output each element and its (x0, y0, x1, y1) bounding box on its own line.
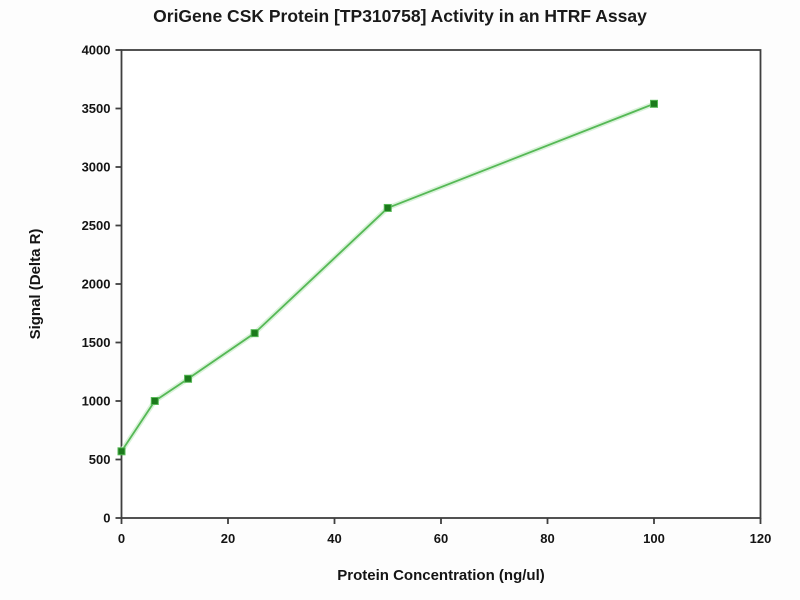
y-tick-label: 1500 (82, 335, 111, 350)
x-axis-title: Protein Concentration (ng/ul) (337, 567, 545, 584)
x-tick-label: 80 (540, 531, 554, 546)
y-tick-label: 3500 (82, 101, 111, 116)
y-tick-label: 1000 (82, 394, 111, 409)
data-point-marker (117, 447, 126, 456)
data-point-marker (150, 397, 159, 405)
x-tick-label: 120 (750, 531, 772, 546)
data-point-marker (383, 203, 392, 212)
y-tick-label: 0 (103, 511, 110, 526)
data-point-marker (250, 329, 259, 338)
x-tick-label: 0 (118, 531, 125, 546)
x-tick-label: 60 (434, 531, 448, 546)
data-point-marker (650, 99, 658, 108)
x-tick-label: 100 (643, 531, 665, 546)
y-tick-label: 2000 (82, 277, 111, 292)
x-tick-label: 40 (327, 531, 341, 546)
y-tick-label: 3000 (82, 160, 111, 175)
y-tick-label: 2500 (82, 218, 111, 233)
y-axis-title: Signal (Delta R) (27, 229, 44, 340)
chart-title: OriGene CSK Protein [TP310758] Activity … (153, 6, 647, 26)
y-tick-label: 4000 (82, 43, 111, 58)
data-point-marker (184, 374, 193, 383)
series-line (120, 102, 655, 452)
plot-frame (120, 49, 762, 519)
y-tick-label: 500 (89, 452, 111, 467)
x-tick-label: 20 (221, 531, 235, 546)
